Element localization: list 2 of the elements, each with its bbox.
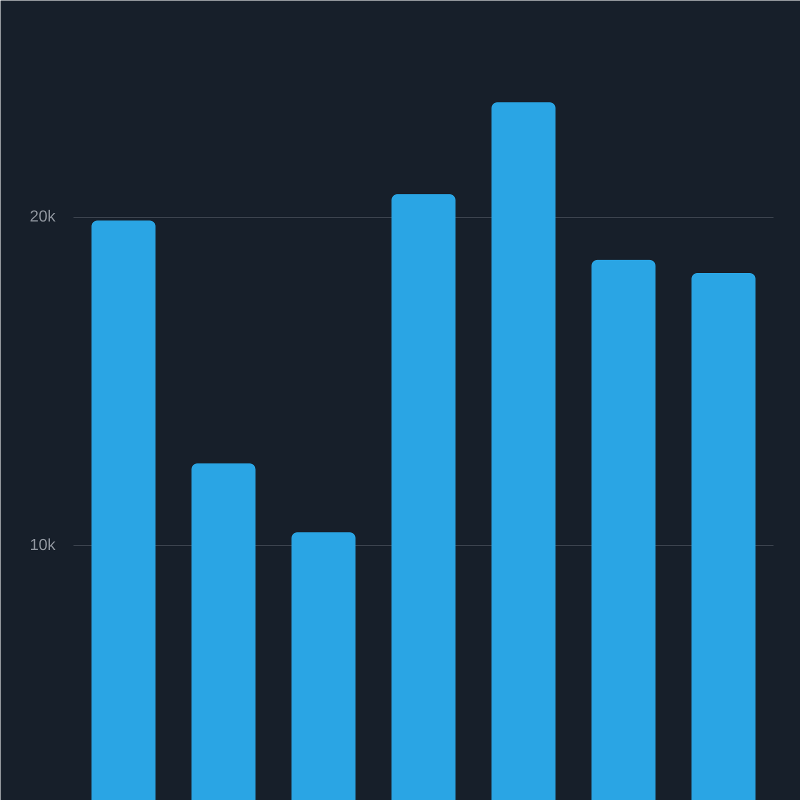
- y-tick-label: 10k: [30, 536, 56, 554]
- y-tick-label: 20k: [30, 208, 56, 226]
